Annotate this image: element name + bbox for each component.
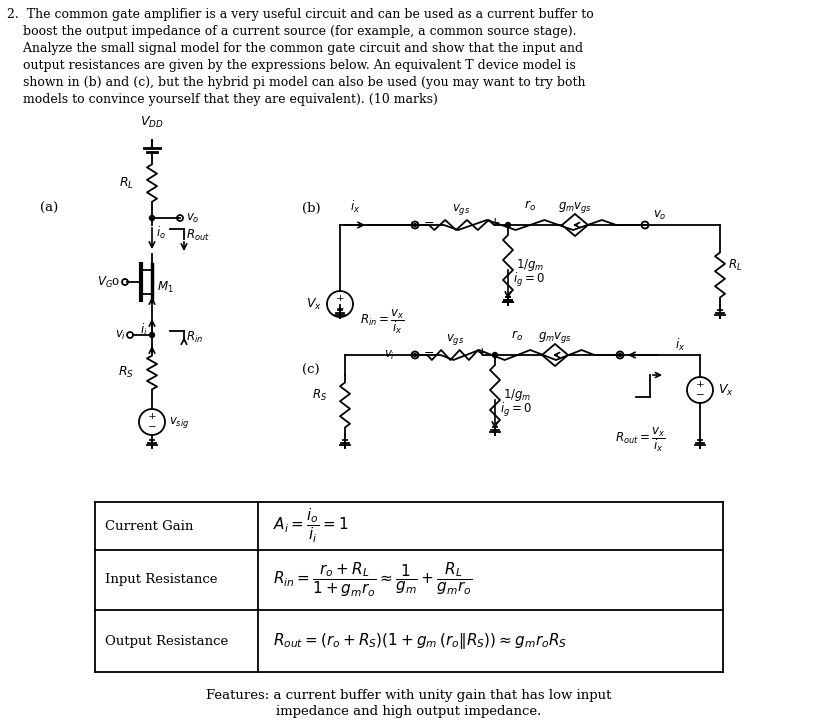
Circle shape xyxy=(414,354,417,357)
Text: −: − xyxy=(147,423,156,432)
Text: $R_L$: $R_L$ xyxy=(119,175,134,191)
Text: output resistances are given by the expressions below. An equivalent T device mo: output resistances are given by the expr… xyxy=(7,59,576,72)
Text: $V_x$: $V_x$ xyxy=(718,383,734,397)
Text: shown in (b) and (c), but the hybrid pi model can also be used (you may want to : shown in (b) and (c), but the hybrid pi … xyxy=(7,76,586,89)
Text: $v_{gs}$: $v_{gs}$ xyxy=(452,202,471,217)
Text: +: + xyxy=(336,294,344,302)
Text: $R_L$: $R_L$ xyxy=(728,257,742,273)
Text: $-$: $-$ xyxy=(423,346,434,359)
Text: $V_{DD}$: $V_{DD}$ xyxy=(140,115,164,130)
Text: $R_{in} = \dfrac{v_x}{i_x}$: $R_{in} = \dfrac{v_x}{i_x}$ xyxy=(360,307,405,336)
Text: $R_S$: $R_S$ xyxy=(312,387,327,402)
Circle shape xyxy=(492,352,497,357)
Text: $R_{out}$: $R_{out}$ xyxy=(186,228,210,243)
Text: $v_{sig}$: $v_{sig}$ xyxy=(169,415,189,429)
Text: Analyze the small signal model for the common gate circuit and show that the inp: Analyze the small signal model for the c… xyxy=(7,42,583,55)
Text: $R_S$: $R_S$ xyxy=(118,365,134,380)
Text: (b): (b) xyxy=(302,202,320,215)
Text: $+$: $+$ xyxy=(476,346,487,359)
Text: $v_i$: $v_i$ xyxy=(115,328,126,341)
Text: (c): (c) xyxy=(302,363,319,376)
Text: $r_o$: $r_o$ xyxy=(511,329,523,343)
Text: $v_o$: $v_o$ xyxy=(653,209,667,222)
Text: Features: a current buffer with unity gain that has low input: Features: a current buffer with unity ga… xyxy=(206,689,612,702)
Text: $v_{gs}$: $v_{gs}$ xyxy=(446,332,464,347)
Text: (a): (a) xyxy=(40,202,58,215)
Text: $R_{out} = (r_o + R_S)(1 + g_m\,(r_o \| R_S)) \approx g_m r_o R_S$: $R_{out} = (r_o + R_S)(1 + g_m\,(r_o \| … xyxy=(273,631,568,651)
Text: +: + xyxy=(147,412,156,420)
Circle shape xyxy=(414,223,417,226)
Text: $g_m v_{gs}$: $g_m v_{gs}$ xyxy=(538,330,572,345)
Text: $g_m v_{gs}$: $g_m v_{gs}$ xyxy=(558,200,592,215)
Text: $V_x$: $V_x$ xyxy=(306,297,322,312)
Text: +: + xyxy=(695,380,704,389)
Circle shape xyxy=(150,215,155,220)
Text: $i_o$: $i_o$ xyxy=(156,225,166,241)
Text: Current Gain: Current Gain xyxy=(105,520,193,532)
Text: $v_o$: $v_o$ xyxy=(186,212,200,225)
Text: −: − xyxy=(336,305,344,315)
Circle shape xyxy=(618,354,622,357)
Text: impedance and high output impedance.: impedance and high output impedance. xyxy=(276,705,541,718)
Text: Input Resistance: Input Resistance xyxy=(105,573,218,587)
Text: $-$: $-$ xyxy=(423,216,434,229)
Text: $i_x$: $i_x$ xyxy=(675,337,686,353)
Text: $v_i$: $v_i$ xyxy=(384,349,395,362)
Circle shape xyxy=(505,223,510,228)
Text: $1/g_m$: $1/g_m$ xyxy=(516,257,545,273)
Text: 2.  The common gate amplifier is a very useful circuit and can be used as a curr: 2. The common gate amplifier is a very u… xyxy=(7,8,594,21)
Text: $R_{in} = \dfrac{r_o + R_L}{1 + g_m r_o} \approx \dfrac{1}{g_m} + \dfrac{R_L}{g_: $R_{in} = \dfrac{r_o + R_L}{1 + g_m r_o}… xyxy=(273,560,473,600)
Text: $R_{in}$: $R_{in}$ xyxy=(186,329,203,344)
Text: $1/g_m$: $1/g_m$ xyxy=(503,387,532,403)
Text: $V_G$o: $V_G$o xyxy=(97,275,120,289)
Text: $i_g = 0$: $i_g = 0$ xyxy=(500,401,532,419)
Text: $M_1$: $M_1$ xyxy=(157,279,174,294)
Text: $i_x$: $i_x$ xyxy=(350,199,360,215)
Text: Output Resistance: Output Resistance xyxy=(105,634,229,647)
Text: models to convince yourself that they are equivalent). (10 marks): models to convince yourself that they ar… xyxy=(7,93,438,106)
Text: −: − xyxy=(695,392,704,400)
Text: boost the output impedance of a current source (for example, a common source sta: boost the output impedance of a current … xyxy=(7,25,577,38)
Text: $r_o$: $r_o$ xyxy=(524,199,536,213)
Text: $R_{out} = \dfrac{v_x}{i_x}$: $R_{out} = \dfrac{v_x}{i_x}$ xyxy=(615,425,665,454)
Text: $A_i = \dfrac{i_o}{i_i} = 1$: $A_i = \dfrac{i_o}{i_i} = 1$ xyxy=(273,507,348,545)
Text: $i_i$: $i_i$ xyxy=(141,322,148,338)
Text: $+$: $+$ xyxy=(489,216,500,229)
Text: $i_g = 0$: $i_g = 0$ xyxy=(513,271,545,289)
Circle shape xyxy=(150,333,155,338)
